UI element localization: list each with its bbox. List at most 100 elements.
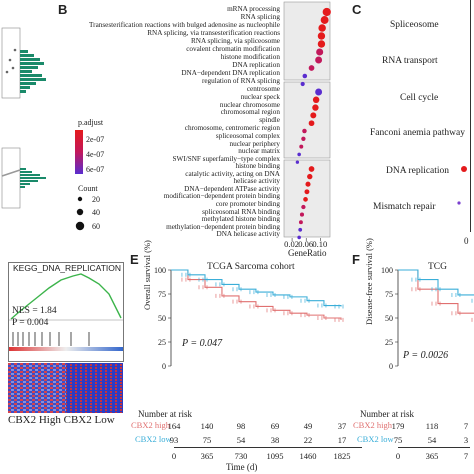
gsea-enrichment-curve <box>9 273 123 321</box>
risk-count-low: 75 <box>202 435 212 445</box>
risk-count-high: 179 <box>391 421 405 431</box>
km-e-xlabel: Time (d) <box>226 462 258 472</box>
risk-count-high: 69 <box>270 421 280 431</box>
panel-b-term-label: catalytic activity, acting on DNA <box>185 169 280 178</box>
panel-b-term-label: nuclear chromosome <box>219 100 280 109</box>
panel-b-term-label: DNA−dependent DNA replication <box>181 69 280 77</box>
panel-b-dot <box>297 152 301 157</box>
risk-table-title-f: Number at risk <box>360 409 414 419</box>
panel-b-dot <box>317 40 326 48</box>
risk-count-high: 98 <box>236 421 246 431</box>
gsea-title: KEGG_DNA_REPLICATION <box>13 263 122 273</box>
panel-c-letter: C <box>352 2 362 17</box>
risk-label-high-e: CBX2 high <box>131 420 170 430</box>
risk-count-low: 22 <box>303 435 313 445</box>
km-e-title: TCGA Sarcoma cohort <box>207 262 295 272</box>
panel-c-dot-dna-replication <box>461 166 467 172</box>
panel-b-dot <box>305 181 311 187</box>
panel-b-dot <box>308 120 315 127</box>
risk-xtick-label: 365 <box>425 451 439 461</box>
risk-xtick-label: 730 <box>234 451 248 461</box>
km-e-ylabel: Overall survival (%) <box>142 240 152 310</box>
gsea-hit-ticks <box>9 332 123 351</box>
panel-c-term: Fanconi anemia pathway <box>370 128 465 138</box>
panel-b-xlabel: GeneRatio <box>288 248 327 258</box>
risk-xtick-label: 365 <box>200 451 214 461</box>
panel-b-dot <box>302 73 308 79</box>
count-legend-60: 60 <box>92 222 100 231</box>
panel-b-term-label: DNA helicase activity <box>216 230 280 239</box>
risk-count-low: 93 <box>169 435 179 445</box>
panel-b-dot <box>316 48 324 56</box>
gsea-plot-frame <box>8 262 124 362</box>
risk-count-high: 37 <box>337 421 347 431</box>
panel-b-dot <box>317 32 326 40</box>
panel-b-term-label: spindle <box>259 116 280 125</box>
panel-b-dot <box>318 24 326 32</box>
count-legend-title: Count <box>78 184 98 193</box>
km-ytick-label: 100 <box>154 266 166 275</box>
km-curve-high <box>171 269 342 320</box>
panel-c-dots <box>457 166 467 205</box>
km-ytick-label: 50 <box>385 314 393 323</box>
panel-c-term: Cell cycle <box>400 93 439 103</box>
panel-b-term-label: nuclear matrix <box>238 147 280 156</box>
panel-b-dot <box>315 88 323 96</box>
panel-c-axis <box>470 0 471 232</box>
panel-b-term-label: DNA−dependent ATPase activity <box>184 184 280 193</box>
km-f-ylabel: Disease-free survival (%) <box>364 238 374 325</box>
panel-b-dot <box>298 227 303 232</box>
km-ytick-label: 0 <box>389 362 393 371</box>
panel-b-dot <box>310 112 317 119</box>
risk-xtick-label: 1095 <box>266 451 284 461</box>
panel-b-dot <box>299 212 305 217</box>
panel-b-term-label: chromosome, centromeric region <box>184 124 280 132</box>
panel-b-xtick-label: 0.02 <box>284 239 299 249</box>
risk-label-low-e: CBX2 low <box>135 434 172 444</box>
risk-count-high: 7 <box>463 421 469 431</box>
risk-count-high: 49 <box>303 421 313 431</box>
panel-c-xtick: 0 <box>464 236 469 246</box>
risk-xtick-label: 1460 <box>299 451 317 461</box>
panel-e-letter: E <box>130 252 139 267</box>
panel-c-term: Mismatch repair <box>373 202 436 212</box>
panel-b-term-label: nuclear periphery <box>229 139 281 148</box>
risk-count-low: 38 <box>270 435 280 445</box>
panel-b-xtick-label: 0.06 <box>298 239 314 249</box>
panel-b-term-label: covalent chromatin modification <box>186 45 280 53</box>
panel-b-dot <box>312 96 320 104</box>
panel-b-term-label: modification−dependent protein binding <box>163 192 280 201</box>
risk-count-high: 140 <box>200 421 214 431</box>
risk-xtick-label: 7 <box>463 451 469 461</box>
panel-b-dot <box>301 204 306 210</box>
risk-xtick-label: 1825 <box>333 451 351 461</box>
gsea-p-value: P = 0.004 <box>12 318 49 328</box>
padjust-tick-1: 2e-07 <box>86 135 105 144</box>
gsea-footer: CBX2 High CBX2 Low <box>8 414 115 426</box>
km-ytick-label: 50 <box>158 314 166 323</box>
count-legend-dots <box>75 196 85 231</box>
panel-b-term-label: centrosome <box>246 85 280 93</box>
risk-count-low: 17 <box>337 435 347 445</box>
panel-b-term-label: DNA replication <box>232 61 280 69</box>
risk-x-axis <box>398 447 470 448</box>
panel-b-dotplot <box>283 1 331 241</box>
panel-b-term-label: RNA splicing, via transesterification re… <box>147 29 280 37</box>
panel-b-dot <box>303 197 308 202</box>
panel-a-top-plot <box>1 27 46 99</box>
panel-b-dot <box>308 166 315 172</box>
panel-b-term-label: spliceosomal RNA binding <box>202 207 280 216</box>
panel-c-term: Spliceosome <box>390 20 439 30</box>
km-e-plot: 0 25 50 75 100 <box>154 266 344 371</box>
padjust-legend-title: p.adjust <box>78 118 104 127</box>
panel-b-term-label: RNA splicing, via spliceosome <box>190 37 280 45</box>
km-ytick-label: 25 <box>385 338 393 347</box>
panel-b-dot <box>308 65 315 71</box>
panel-b-term-label: regulation of RNA splicing <box>201 77 280 85</box>
risk-xtick-label: 0 <box>395 451 401 461</box>
risk-count-high: 118 <box>425 421 439 431</box>
km-ytick-label: 25 <box>158 338 166 347</box>
risk-xtick-label: 0 <box>171 451 177 461</box>
panel-b-term-label: Transesterification reactions with bulge… <box>89 21 280 29</box>
panel-f-letter: F <box>352 252 360 267</box>
